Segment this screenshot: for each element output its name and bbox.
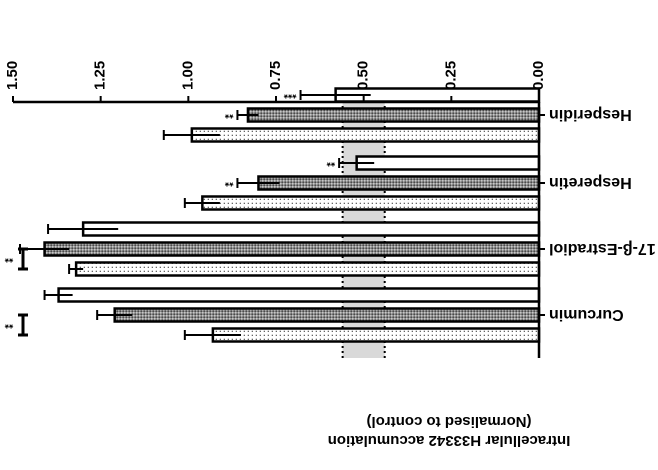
significance-2-3: ** bbox=[224, 176, 233, 188]
category-label-2: 17-β-Estradiol bbox=[549, 240, 656, 257]
y-axis-title-line1: Intracellular H33342 accumulation bbox=[328, 432, 571, 449]
bar-3-1 bbox=[57, 287, 541, 303]
value-tick-label-3: 0.50 bbox=[355, 61, 372, 90]
category-label-4: Hesperidin bbox=[549, 106, 632, 123]
bar-2-1 bbox=[113, 307, 541, 323]
bar-1-3 bbox=[201, 195, 541, 211]
category-label-1: Curcumin bbox=[549, 306, 624, 323]
bar-2-3 bbox=[257, 175, 541, 191]
bar-1-4 bbox=[190, 127, 541, 143]
significance-3-3: ** bbox=[326, 156, 335, 168]
significance-3-4: *** bbox=[283, 88, 297, 100]
bar-3-3 bbox=[355, 155, 541, 171]
value-tick-label-6: 1.25 bbox=[92, 61, 109, 90]
bar-2-2 bbox=[43, 241, 541, 257]
bar-3-2 bbox=[81, 221, 541, 237]
y-axis-title-line2: (Normalised to control) bbox=[366, 413, 531, 430]
significance-2-4: ** bbox=[224, 108, 233, 120]
bracket-label-2: ** bbox=[4, 252, 13, 264]
value-tick-label-7: 1.50 bbox=[4, 61, 21, 90]
bracket-label-1: ** bbox=[4, 318, 13, 330]
value-tick-label-1: 0.00 bbox=[530, 61, 547, 90]
bar-1-1 bbox=[211, 327, 541, 343]
value-tick-label-2: 0.25 bbox=[442, 61, 459, 90]
value-tick-label-5: 1.00 bbox=[179, 61, 196, 90]
bar-2-4 bbox=[246, 107, 541, 123]
value-tick-label-4: 0.75 bbox=[267, 61, 284, 90]
category-label-3: Hesperetin bbox=[549, 174, 632, 191]
bar-1-2 bbox=[74, 261, 541, 277]
